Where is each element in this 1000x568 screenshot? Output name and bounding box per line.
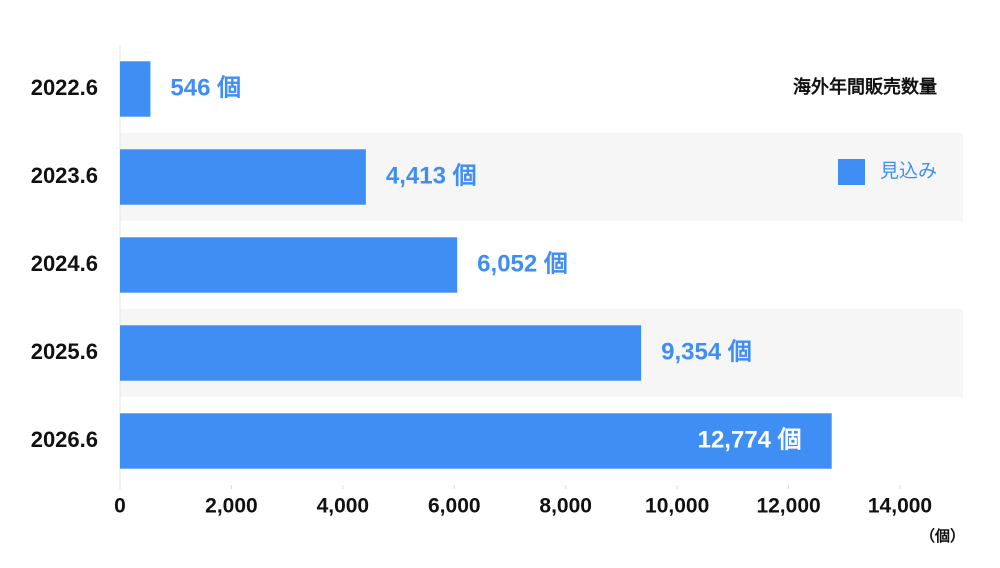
y-tick-label: 2024.6	[31, 251, 98, 276]
legend-swatch	[838, 159, 865, 185]
legend-label: 見込み	[880, 160, 937, 182]
x-tick-label: 14,000	[868, 495, 932, 518]
x-tick-label: 0	[114, 495, 126, 518]
x-tick-label: 12,000	[756, 495, 820, 518]
bar	[120, 237, 458, 293]
value-label: 546 個	[170, 74, 241, 101]
value-label: 12,774 個	[698, 426, 802, 453]
x-tick-label: 10,000	[645, 495, 709, 518]
bar	[120, 325, 642, 381]
x-tick-label: 8,000	[539, 495, 592, 518]
row-background	[120, 45, 963, 133]
bar	[120, 413, 832, 469]
value-label: 4,413 個	[386, 162, 477, 189]
y-tick-label: 2022.6	[31, 75, 98, 100]
bar	[120, 149, 366, 205]
y-tick-label: 2026.6	[31, 427, 98, 452]
y-tick-label: 2025.6	[31, 339, 98, 364]
y-tick-label: 2023.6	[31, 163, 98, 188]
value-label: 9,354 個	[661, 338, 752, 365]
chart-title: 海外年間販売数量	[793, 76, 937, 97]
bar	[120, 61, 151, 117]
value-label: 6,052 個	[477, 250, 568, 277]
x-tick-label: 2,000	[205, 495, 258, 518]
x-tick-label: 4,000	[317, 495, 370, 518]
x-tick-label: 6,000	[428, 495, 481, 518]
x-unit: （個）	[920, 527, 965, 545]
